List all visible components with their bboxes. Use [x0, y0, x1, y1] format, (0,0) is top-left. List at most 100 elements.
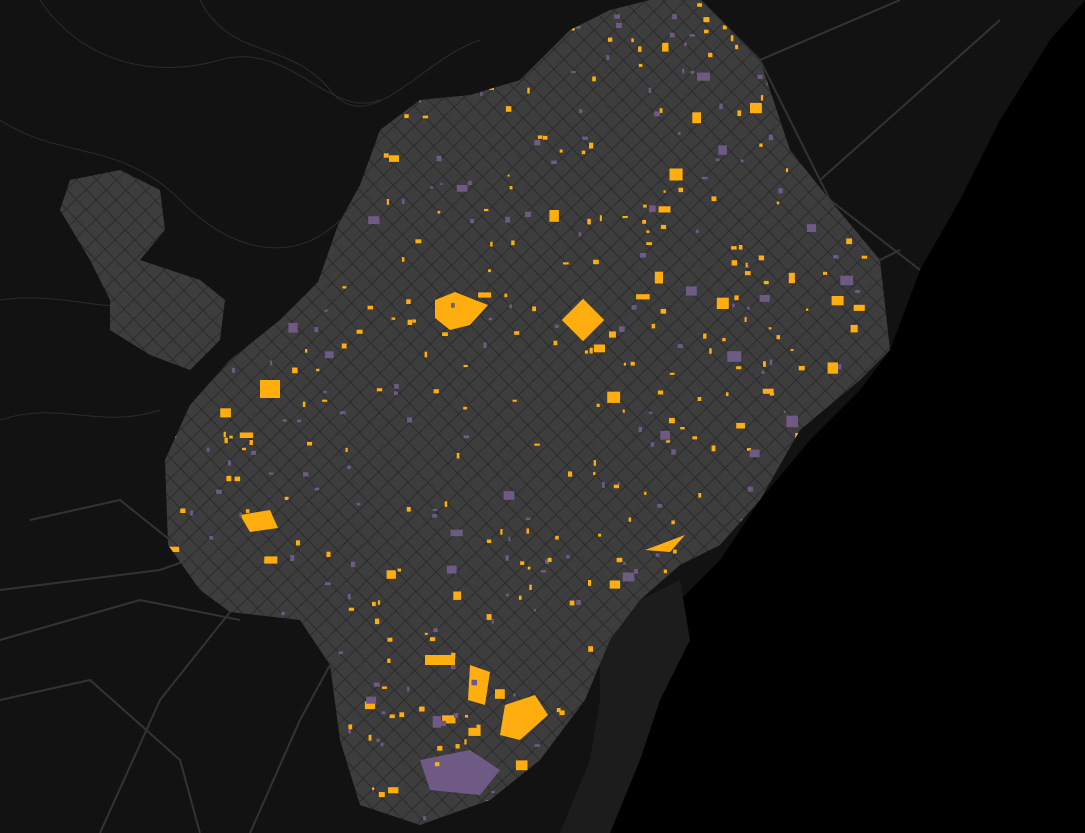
block	[660, 431, 670, 440]
block	[314, 487, 320, 491]
block	[432, 514, 437, 518]
block	[505, 216, 510, 223]
block	[348, 724, 353, 730]
block	[662, 42, 669, 52]
block	[651, 323, 656, 329]
block	[823, 271, 828, 275]
park	[500, 695, 548, 740]
block	[593, 460, 596, 466]
block	[553, 340, 558, 346]
block	[551, 160, 557, 165]
block	[547, 557, 552, 562]
block	[769, 359, 773, 366]
block	[736, 422, 745, 429]
park	[260, 380, 280, 398]
block	[364, 701, 376, 710]
block	[744, 271, 751, 276]
block	[282, 419, 287, 422]
block	[669, 168, 683, 181]
block	[180, 508, 186, 513]
block	[296, 540, 300, 546]
block	[719, 103, 723, 109]
block	[423, 816, 426, 821]
block	[559, 149, 563, 153]
block	[512, 399, 517, 402]
block	[264, 556, 278, 564]
block	[303, 472, 309, 477]
block	[835, 364, 842, 370]
block	[387, 658, 391, 663]
block	[569, 600, 575, 606]
block	[744, 317, 747, 322]
block	[715, 158, 720, 162]
block	[534, 443, 540, 446]
block	[672, 14, 677, 20]
block	[507, 174, 510, 177]
block	[759, 295, 770, 302]
block	[749, 449, 760, 458]
park	[468, 665, 490, 705]
block	[650, 442, 655, 447]
block	[846, 238, 852, 245]
block	[708, 52, 713, 58]
block	[592, 76, 596, 82]
block	[593, 259, 599, 265]
block	[508, 536, 511, 542]
block	[437, 745, 443, 751]
block	[609, 580, 621, 589]
city-area	[60, 170, 225, 370]
block	[500, 529, 503, 535]
block	[622, 572, 635, 582]
block	[527, 87, 530, 94]
block	[655, 553, 660, 557]
block	[526, 528, 529, 534]
block	[231, 367, 235, 373]
block	[324, 582, 331, 585]
block	[658, 206, 671, 213]
block	[509, 186, 513, 190]
block	[529, 584, 532, 590]
block	[324, 351, 334, 359]
block	[270, 360, 273, 366]
block	[224, 437, 228, 444]
block	[446, 565, 457, 574]
block	[648, 411, 653, 414]
block	[608, 37, 613, 42]
block	[669, 32, 675, 38]
block	[223, 431, 226, 438]
block	[505, 593, 509, 597]
block	[663, 569, 667, 574]
block	[769, 392, 775, 396]
block	[776, 201, 780, 205]
block	[281, 611, 285, 616]
block	[486, 614, 492, 620]
block	[216, 489, 222, 494]
block	[388, 787, 399, 794]
block	[763, 361, 766, 367]
block	[454, 713, 459, 718]
block	[292, 367, 298, 374]
block	[297, 419, 302, 423]
block	[381, 711, 386, 715]
block	[307, 441, 313, 446]
block	[368, 216, 380, 225]
block	[347, 465, 351, 469]
block	[404, 114, 409, 119]
block	[339, 411, 346, 415]
block	[314, 327, 319, 333]
block	[685, 286, 697, 296]
block	[623, 562, 626, 565]
block	[684, 42, 687, 47]
block	[480, 92, 483, 96]
block	[268, 472, 274, 475]
block	[373, 682, 380, 687]
block	[387, 637, 393, 642]
park	[425, 655, 455, 665]
block	[788, 272, 795, 284]
block	[786, 415, 798, 428]
block	[703, 17, 710, 23]
block	[606, 55, 610, 60]
block	[505, 106, 512, 112]
block	[622, 409, 625, 413]
